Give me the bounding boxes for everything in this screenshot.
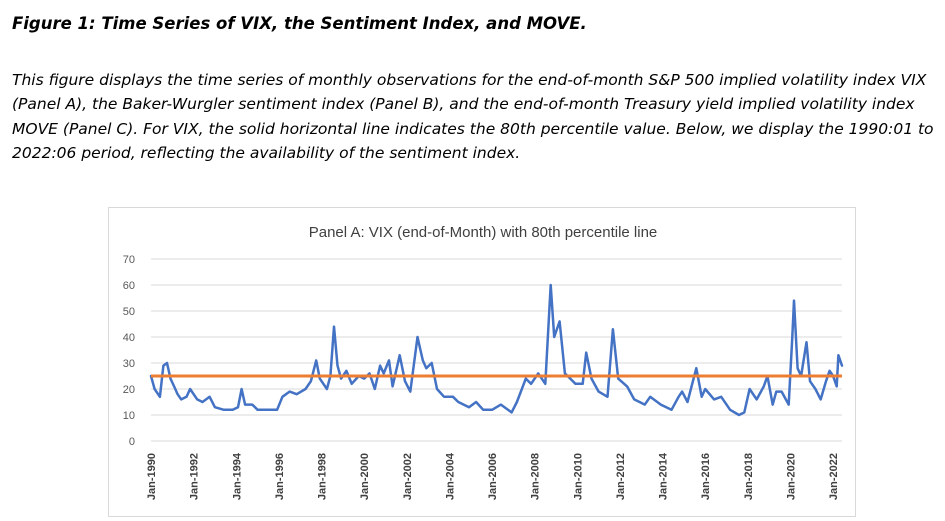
x-tick-label: Jan-2022 [828, 453, 840, 500]
x-tick-label: Jan-2000 [359, 453, 371, 500]
x-tick-label: Jan-1996 [274, 453, 286, 500]
x-tick-label: Jan-2006 [487, 453, 499, 500]
x-tick-label: Jan-2012 [615, 453, 627, 500]
grid-layer [151, 258, 842, 442]
x-tick-label: Jan-2004 [444, 452, 456, 500]
y-tick-label: 10 [123, 410, 135, 422]
figure-title: Figure 1: Time Series of VIX, the Sentim… [12, 14, 587, 33]
vix-series-line [149, 283, 844, 417]
x-tick-label: Jan-2016 [700, 453, 712, 500]
x-tick-label: Jan-2002 [402, 453, 414, 500]
x-axis-ticks: Jan-1990 Jan-1992 Jan-1994 Jan-1996 Jan-1998… [146, 452, 840, 500]
chart-frame: Panel A: VIX (end-of-Month) with 80th pe… [108, 207, 856, 517]
x-tick-label: Jan-1992 [189, 453, 201, 500]
x-tick-label: Jan-1998 [317, 453, 329, 500]
y-tick-label: 40 [123, 332, 135, 344]
chart-title: Panel A: VIX (end-of-Month) with 80th pe… [309, 224, 658, 241]
x-tick-label: Jan-2008 [530, 453, 542, 500]
y-tick-label: 30 [123, 358, 135, 370]
series-layer [149, 283, 844, 417]
y-tick-label: 70 [123, 254, 135, 266]
x-tick-label: Jan-1990 [146, 453, 158, 500]
x-tick-label: Jan-2018 [743, 453, 755, 500]
chart-svg: Panel A: VIX (end-of-Month) with 80th pe… [123, 224, 844, 500]
figure-caption: This figure displays the time series of … [12, 71, 934, 163]
x-tick-label: Jan-2010 [572, 453, 584, 500]
x-tick-label: Jan-1994 [231, 452, 243, 500]
y-tick-label: 20 [123, 384, 135, 396]
x-tick-label: Jan-2020 [785, 453, 797, 500]
x-tick-label: Jan-2014 [658, 452, 670, 500]
y-tick-label: 0 [129, 436, 135, 448]
y-tick-label: 50 [123, 306, 135, 318]
y-tick-label: 60 [123, 280, 135, 292]
y-axis-ticks: 0 10 20 30 40 50 60 70 [123, 254, 135, 448]
